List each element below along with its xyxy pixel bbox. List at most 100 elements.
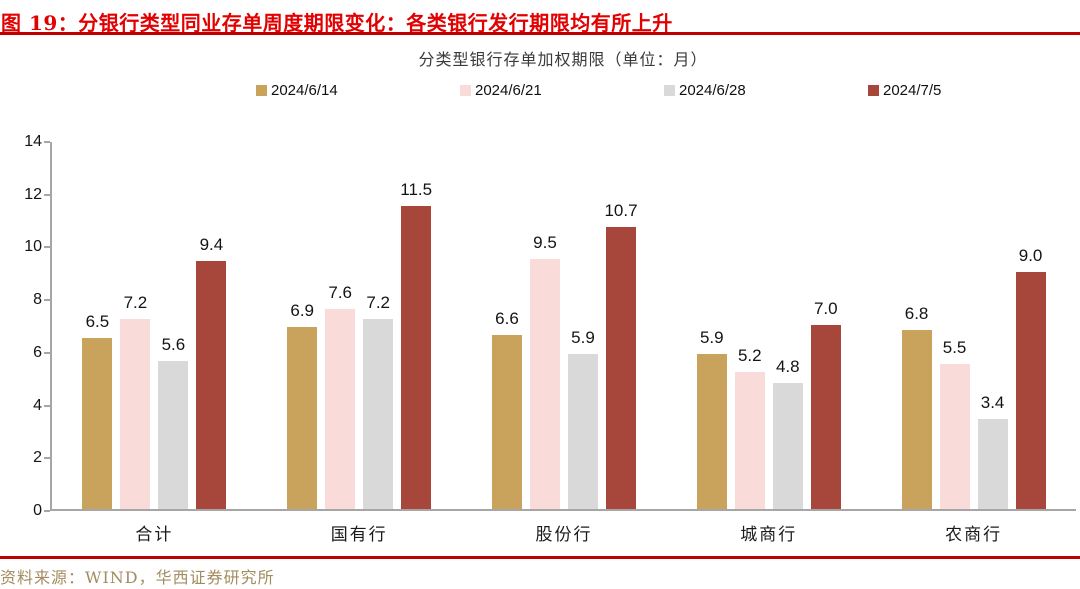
bar-value-label: 7.0 xyxy=(813,298,838,318)
bar-value-label: 9.5 xyxy=(533,232,557,252)
legend-swatch-icon xyxy=(664,84,675,96)
bar-cluster: 6.8 5.5 3.4 9.0 xyxy=(901,142,1046,509)
y-axis-tick-label: 4 xyxy=(33,396,42,414)
category-group-城商行: 5.9 5.2 4.8 7.0 城商行 xyxy=(666,142,871,545)
bar-value-label: 5.6 xyxy=(161,335,186,355)
legend-item-2024/6/14: 2024/6/14 xyxy=(256,80,460,100)
legend-swatch-icon xyxy=(256,84,267,96)
legend-swatch-icon xyxy=(868,84,879,96)
plot-area: 6.5 7.2 5.6 9.4 合计 6.9 7.6 7.2 11.5 国有行 6.6 9.5 5.9 1… xyxy=(50,142,1076,545)
bar-cluster: 6.6 9.5 5.9 10.7 xyxy=(491,142,638,509)
x-axis-category-label: 国有行 xyxy=(330,525,388,545)
chart-title: 分类型银行存单加权期限（单位：月） xyxy=(418,50,708,69)
bar-value-label: 3.4 xyxy=(980,393,1005,413)
legend-label: 2024/6/21 xyxy=(475,81,542,99)
bar-wrap: 6.5 xyxy=(82,142,113,509)
bar-wrap: 6.6 xyxy=(491,142,522,509)
category-group-国有行: 6.9 7.6 7.2 11.5 国有行 xyxy=(257,142,462,545)
y-axis-tick-mark xyxy=(44,246,50,249)
bar-value-label: 5.9 xyxy=(699,327,724,347)
bar-wrap: 7.2 xyxy=(363,142,394,509)
bar-wrap: 9.4 xyxy=(196,142,227,509)
bar-wrap: 11.5 xyxy=(400,142,433,509)
category-group-农商行: 6.8 5.5 3.4 9.0 农商行 xyxy=(871,142,1076,545)
bar-value-label: 11.5 xyxy=(400,179,433,199)
bar-wrap: 6.9 xyxy=(287,142,318,509)
bar-2024/6/21-农商行 xyxy=(939,364,970,509)
bar-wrap: 6.8 xyxy=(901,142,932,509)
bar-2024/7/5-股份行 xyxy=(605,227,636,509)
bar-value-label: 5.9 xyxy=(571,327,595,347)
bar-wrap: 4.8 xyxy=(772,142,803,509)
bar-value-label: 5.5 xyxy=(942,338,967,358)
legend-label: 2024/6/14 xyxy=(271,81,338,99)
bar-wrap: 5.2 xyxy=(734,142,765,509)
bar-2024/6/28-股份行 xyxy=(567,353,598,509)
bar-value-label: 6.8 xyxy=(904,303,929,323)
bar-2024/6/28-国有行 xyxy=(363,319,394,509)
source-note: 资料来源：WIND，华西证券研究所 xyxy=(0,568,275,587)
bar-value-label: 9.4 xyxy=(199,235,224,255)
x-axis-category-label: 农商行 xyxy=(945,525,1003,545)
legend-swatch-icon xyxy=(460,84,471,96)
bar-value-label: 7.2 xyxy=(366,293,391,313)
bar-wrap: 5.9 xyxy=(567,142,598,509)
bar-2024/7/5-国有行 xyxy=(401,205,432,509)
bar-2024/7/5-城商行 xyxy=(810,324,841,509)
bar-value-label: 9.0 xyxy=(1018,245,1043,265)
category-group-股份行: 6.6 9.5 5.9 10.7 股份行 xyxy=(462,142,667,545)
bar-2024/6/21-股份行 xyxy=(529,258,560,509)
y-axis-tick-label: 8 xyxy=(33,291,42,309)
x-axis-category-label: 股份行 xyxy=(535,525,593,545)
bar-wrap: 10.7 xyxy=(604,142,638,509)
bar-2024/7/5-合计 xyxy=(196,261,227,509)
y-axis-tick-label: 2 xyxy=(33,449,42,467)
legend: 2024/6/14 2024/6/21 2024/6/28 2024/7/5 xyxy=(256,80,1072,100)
bar-value-label: 7.6 xyxy=(328,282,353,302)
bar-2024/6/28-合计 xyxy=(158,361,189,509)
bar-2024/6/21-国有行 xyxy=(325,308,356,509)
bar-value-label: 6.6 xyxy=(495,309,519,329)
bar-2024/6/14-合计 xyxy=(82,337,113,509)
bar-cluster: 6.9 7.6 7.2 11.5 xyxy=(287,142,433,509)
y-axis-tick-label: 0 xyxy=(33,502,42,519)
y-axis-tick-label: 6 xyxy=(33,343,42,361)
bar-2024/6/14-股份行 xyxy=(491,335,522,509)
bar-wrap: 7.6 xyxy=(325,142,356,509)
bar-2024/6/21-城商行 xyxy=(734,371,765,509)
bar-value-label: 4.8 xyxy=(775,356,800,376)
bar-value-label: 5.2 xyxy=(737,345,762,365)
bar-2024/7/5-农商行 xyxy=(1015,271,1046,509)
y-axis-tick-mark xyxy=(44,351,50,354)
y-axis-tick-mark xyxy=(44,457,50,460)
bar-2024/6/28-城商行 xyxy=(772,382,803,509)
y-axis-tick-mark xyxy=(44,299,50,302)
bar-cluster: 6.5 7.2 5.6 9.4 xyxy=(82,142,227,509)
y-axis-tick-mark xyxy=(44,510,50,512)
bar-2024/6/14-国有行 xyxy=(287,327,318,509)
bottom-rule xyxy=(0,556,1080,559)
y-axis-tick-mark xyxy=(44,141,50,143)
figure-title: 图 19：分银行类型同业存单周度期限变化：各类银行发行期限均有所上升 xyxy=(1,11,673,35)
bar-value-label: 6.5 xyxy=(85,311,110,331)
bar-cluster: 5.9 5.2 4.8 7.0 xyxy=(696,142,841,509)
top-rule xyxy=(0,32,1080,35)
y-axis-tick-mark xyxy=(44,404,50,407)
bar-wrap: 9.0 xyxy=(1015,142,1046,509)
x-axis-category-label: 合计 xyxy=(135,525,174,545)
bar-wrap: 7.0 xyxy=(810,142,841,509)
x-axis-category-label: 城商行 xyxy=(740,525,798,545)
y-axis-tick-label: 10 xyxy=(24,238,42,256)
bar-value-label: 7.2 xyxy=(123,293,148,313)
y-axis-tick-label: 14 xyxy=(24,133,42,150)
legend-item-2024/6/28: 2024/6/28 xyxy=(664,80,868,100)
bar-2024/6/21-合计 xyxy=(120,319,151,509)
bar-wrap: 7.2 xyxy=(120,142,151,509)
legend-item-2024/6/21: 2024/6/21 xyxy=(460,80,664,100)
bar-wrap: 3.4 xyxy=(977,142,1008,509)
bar-value-label: 6.9 xyxy=(290,301,315,321)
bar-2024/6/28-农商行 xyxy=(977,419,1008,509)
bar-wrap: 9.5 xyxy=(529,142,560,509)
bar-2024/6/14-农商行 xyxy=(901,329,932,509)
